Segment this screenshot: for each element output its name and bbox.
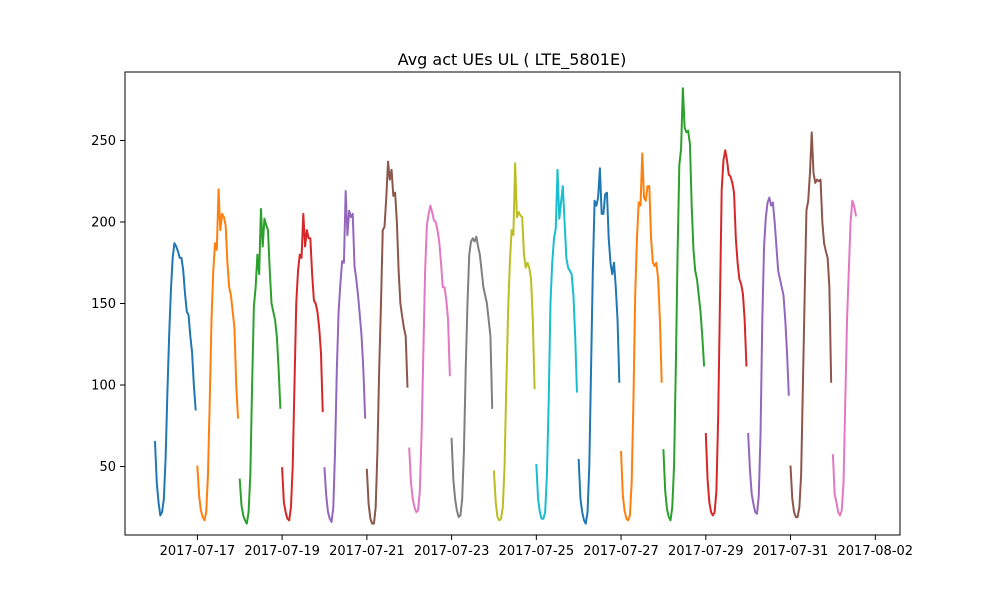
series-line-2017-07-30 bbox=[747, 196, 790, 515]
series-line-2017-07-24 bbox=[492, 162, 536, 522]
x-tick-label: 2017-07-21 bbox=[329, 544, 405, 559]
series-line-2017-07-16 bbox=[153, 242, 197, 517]
series-line-2017-07-19 bbox=[281, 212, 324, 522]
series-line-2017-07-18 bbox=[238, 207, 282, 525]
x-tick-label: 2017-07-27 bbox=[583, 544, 659, 559]
series-line-2017-07-27 bbox=[620, 152, 663, 522]
series-line-2017-07-20 bbox=[323, 190, 367, 523]
series-line-2017-08-01 bbox=[831, 199, 858, 517]
series-line-2017-07-28 bbox=[662, 87, 706, 522]
y-tick-label: 250 bbox=[91, 134, 116, 149]
y-tick-label: 50 bbox=[99, 460, 116, 475]
series-line-2017-07-17 bbox=[196, 188, 240, 522]
series-line-2017-07-29 bbox=[704, 149, 748, 517]
y-tick-label: 100 bbox=[91, 379, 116, 394]
x-tick-label: 2017-07-17 bbox=[160, 544, 236, 559]
series-line-2017-07-21 bbox=[365, 160, 409, 525]
series-line-2017-07-31 bbox=[789, 131, 833, 519]
x-tick-label: 2017-07-25 bbox=[499, 544, 575, 559]
series-line-2017-07-25 bbox=[535, 168, 578, 520]
x-tick-label: 2017-07-23 bbox=[414, 544, 490, 559]
x-tick-label: 2017-07-19 bbox=[244, 544, 320, 559]
x-tick-label: 2017-07-31 bbox=[753, 544, 829, 559]
series-line-2017-07-26 bbox=[577, 167, 621, 525]
y-axis: 50 100 150 200 250 bbox=[91, 134, 125, 475]
series-layer bbox=[153, 87, 858, 525]
series-line-2017-07-22 bbox=[408, 204, 451, 514]
chart-title: Avg act UEs UL ( LTE_5801E) bbox=[398, 50, 627, 70]
y-tick-label: 200 bbox=[91, 215, 116, 230]
x-tick-label: 2017-08-02 bbox=[838, 544, 914, 559]
y-tick-label: 150 bbox=[91, 297, 116, 312]
x-tick-label: 2017-07-29 bbox=[668, 544, 744, 559]
x-axis: 2017-07-17 2017-07-19 2017-07-21 2017-07-23… bbox=[160, 535, 913, 559]
series-line-2017-07-23 bbox=[450, 235, 494, 519]
